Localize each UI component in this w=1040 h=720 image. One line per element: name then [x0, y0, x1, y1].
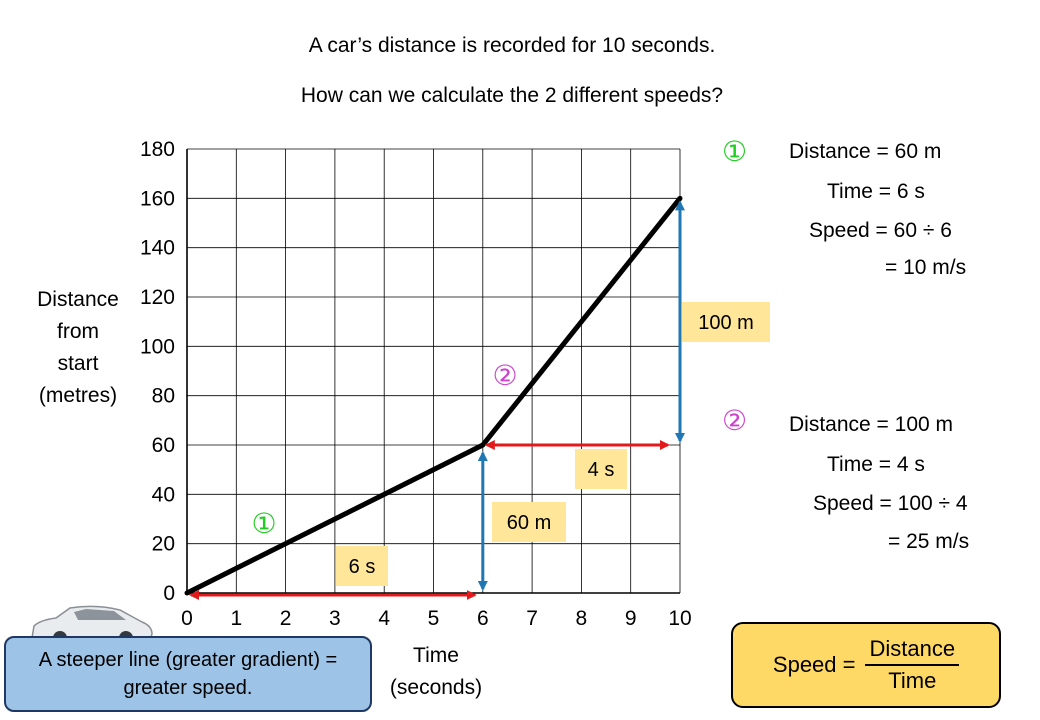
data-point: [480, 442, 486, 448]
formula-numerator: Distance: [865, 636, 960, 666]
y-tick-label: 80: [152, 385, 175, 408]
x-tick-label: 0: [181, 607, 193, 630]
x-axis-label-line: Time: [413, 644, 459, 667]
heading-line-1: A car’s distance is recorded for 10 seco…: [308, 34, 716, 57]
y-tick-label: 120: [140, 286, 175, 309]
y-tick-label: 0: [163, 582, 175, 605]
x-tick-label: 3: [329, 607, 341, 630]
seg2-time-label: 4 s: [588, 459, 615, 481]
y-axis-label-line: (metres): [38, 384, 118, 407]
data-point: [184, 590, 190, 596]
y-axis-label-line: start: [57, 352, 99, 375]
x-tick-label: 9: [625, 607, 637, 630]
formula-denominator: Time: [888, 668, 937, 693]
calc1-marker: ①: [722, 136, 748, 167]
x-tick-label: 7: [526, 607, 538, 630]
calc2-marker: ②: [722, 405, 748, 436]
x-tick-label: 6: [477, 607, 489, 630]
y-axis-label: Distance from start (metres): [24, 284, 132, 412]
seg1-time-label: 6 s: [349, 556, 376, 578]
y-tick-label: 60: [152, 434, 175, 457]
y-axis-label-line: Distance: [37, 288, 119, 311]
seg2-distance-label-bg: [682, 302, 770, 342]
gradient-note-text: A steeper line (greater gradient) = grea…: [38, 649, 338, 699]
x-tick-label: 4: [378, 607, 390, 630]
gradient-note-box: A steeper line (greater gradient) = grea…: [4, 636, 372, 712]
seg1-distance-label-bg: [492, 502, 566, 542]
x-axis-label-line: (seconds): [389, 676, 483, 699]
seg1-distance-label: 60 m: [507, 512, 551, 534]
y-tick-label: 160: [140, 187, 175, 210]
x-tick-label: 1: [230, 607, 242, 630]
y-tick-label: 20: [152, 533, 175, 556]
y-tick-label: 100: [140, 335, 175, 358]
formula-fraction: Distance Time: [865, 636, 960, 694]
calc1-distance: Distance = 60 m: [789, 140, 942, 163]
calc2-speed: Speed = 100 ÷ 4: [813, 492, 968, 515]
y-tick-label: 140: [140, 237, 175, 260]
x-tick-label: 5: [428, 607, 440, 630]
heading-line-2: How can we calculate the 2 different spe…: [300, 84, 724, 107]
seg2-distance-label: 100 m: [698, 312, 754, 334]
seg1-time-label-bg: [336, 546, 388, 586]
calc1-result: = 10 m/s: [885, 256, 967, 279]
y-tick-label: 180: [140, 138, 175, 161]
calc2-time: Time = 4 s: [827, 453, 925, 476]
y-axis-label-line: from: [57, 320, 99, 343]
speed-formula-box: Speed = Distance Time: [731, 622, 1001, 708]
calc1-speed: Speed = 60 ÷ 6: [809, 219, 952, 242]
segment-1-marker: ①: [251, 508, 276, 539]
data-point: [677, 195, 683, 201]
calc2-distance: Distance = 100 m: [789, 413, 954, 436]
x-axis-label: Time (seconds): [376, 640, 496, 704]
seg2-time-label-bg: [575, 449, 627, 489]
calc2-result: = 25 m/s: [888, 530, 970, 553]
x-tick-label: 10: [668, 607, 691, 630]
calc1-time: Time = 6 s: [827, 180, 925, 203]
x-tick-label: 2: [280, 607, 292, 630]
x-tick-label: 8: [576, 607, 588, 630]
formula-lhs: Speed =: [772, 652, 856, 677]
y-tick-label: 40: [152, 483, 175, 506]
segment-2-marker: ②: [492, 360, 517, 391]
